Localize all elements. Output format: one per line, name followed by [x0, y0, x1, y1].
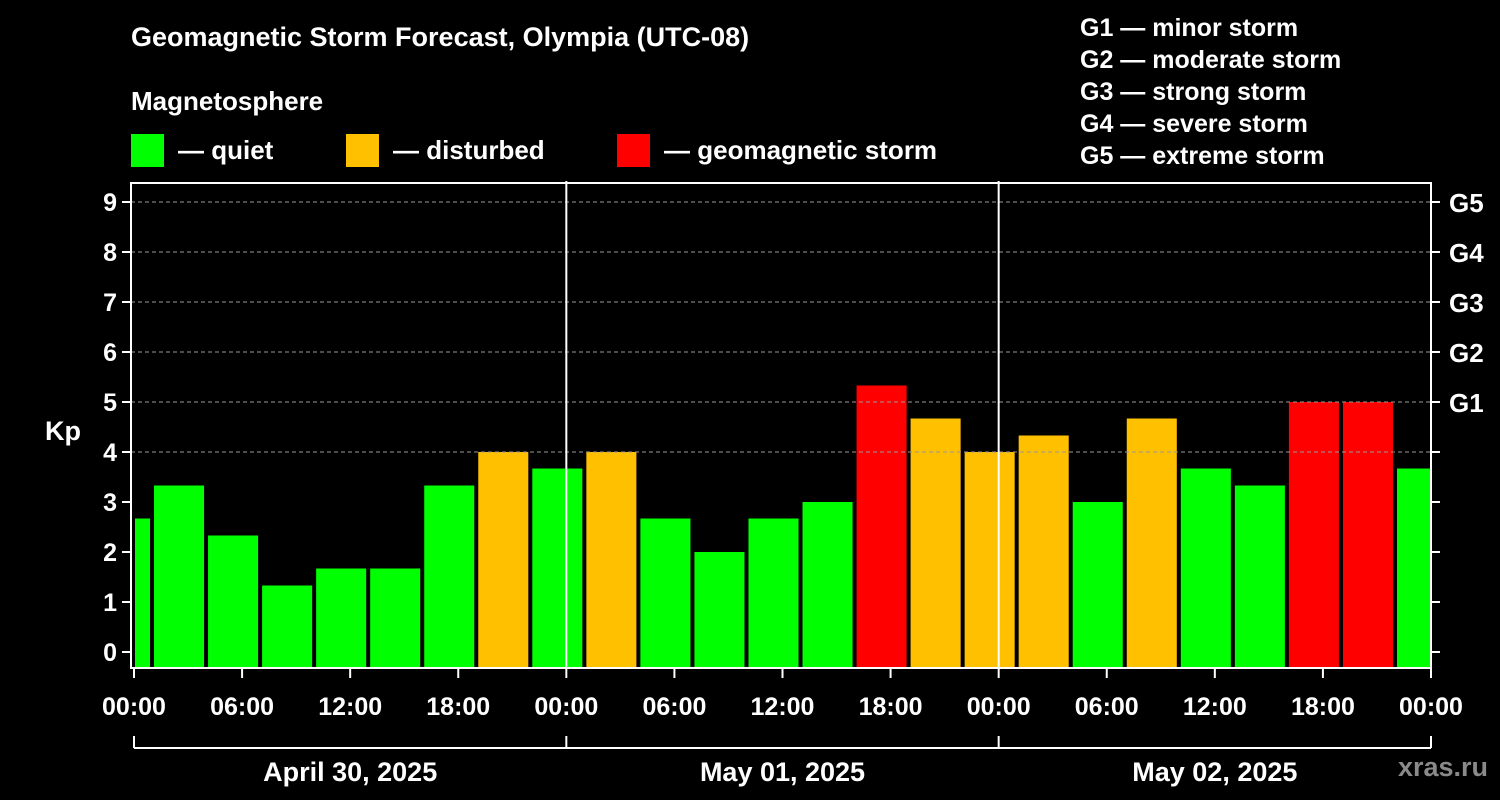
kp-bar-13 [802, 502, 853, 668]
y-axis-label: Kp [45, 416, 81, 446]
date-label-1: May 01, 2025 [700, 757, 865, 787]
kp-bar-18 [1072, 502, 1123, 668]
legend-label-quiet: — quiet [178, 134, 274, 165]
x-tick-label-5: 06:00 [642, 693, 706, 721]
g-scale-label-g4: G4 [1449, 238, 1484, 268]
y-tick-label-2: 2 [103, 539, 117, 567]
x-tick-label-3: 18:00 [426, 693, 490, 721]
storm-scale-g3: G3 — strong storm [1080, 78, 1307, 106]
kp-bar-20 [1180, 468, 1231, 668]
kp-bar-16 [964, 452, 1015, 668]
x-tick-label-12: 00:00 [1399, 693, 1463, 721]
y-tick-label-9: 9 [103, 189, 117, 217]
legend-label-disturbed: — disturbed [393, 134, 545, 165]
kp-bar-24 [1396, 468, 1430, 668]
legend-swatch-quiet [131, 133, 164, 167]
x-tick-label-0: 00:00 [102, 693, 166, 721]
legend-subtitle: Magnetosphere [131, 86, 324, 116]
legend-item-disturbed: — disturbed [346, 133, 545, 167]
kp-bar-19 [1126, 418, 1177, 668]
chart-title: Geomagnetic Storm Forecast, Olympia (UTC… [131, 22, 750, 52]
kp-bar-17 [1018, 435, 1069, 668]
y-tick-label-3: 3 [103, 489, 117, 517]
kp-bar-15 [910, 418, 961, 668]
x-tick-label-9: 06:00 [1075, 693, 1139, 721]
legend-item-storm: — geomagnetic storm [617, 133, 937, 167]
kp-bar-23 [1342, 402, 1393, 668]
storm-scale-g2: G2 — moderate storm [1080, 46, 1342, 74]
x-tick-label-11: 18:00 [1291, 693, 1355, 721]
storm-scale-g1: G1 — minor storm [1080, 14, 1299, 42]
kp-bar-12 [748, 518, 799, 668]
storm-scale-g5: G5 — extreme storm [1080, 142, 1325, 170]
kp-bar-5 [370, 568, 421, 668]
g-scale-label-g2: G2 [1449, 338, 1484, 368]
x-tick-label-2: 12:00 [318, 693, 382, 721]
kp-bar-4 [316, 568, 367, 668]
x-tick-label-10: 12:00 [1183, 693, 1247, 721]
date-label-2: May 02, 2025 [1132, 757, 1297, 787]
g-scale-label-g1: G1 [1449, 388, 1484, 418]
storm-scale-g4: G4 — severe storm [1080, 110, 1308, 138]
kp-bar-1 [154, 485, 205, 668]
g-scale-label-g5: G5 [1449, 188, 1484, 218]
kp-bar-6 [424, 485, 475, 668]
kp-bar-8 [532, 468, 583, 668]
y-tick-label-4: 4 [103, 439, 117, 467]
y-tick-label-7: 7 [103, 289, 117, 317]
kp-bar-3 [262, 585, 313, 668]
kp-bar-14 [856, 385, 907, 668]
x-tick-label-1: 06:00 [210, 693, 274, 721]
y-tick-label-8: 8 [103, 239, 117, 267]
x-tick-label-8: 00:00 [967, 693, 1031, 721]
kp-bar-11 [694, 552, 745, 668]
legend-label-storm: — geomagnetic storm [664, 134, 938, 165]
watermark: xras.ru [1397, 752, 1488, 782]
kp-bar-9 [586, 452, 637, 668]
legend-item-quiet: — quiet [131, 133, 273, 167]
x-tick-label-6: 12:00 [751, 693, 815, 721]
y-tick-label-0: 0 [103, 639, 117, 667]
g-scale-label-g3: G3 [1449, 288, 1484, 318]
kp-bar-7 [478, 452, 529, 668]
y-tick-label-1: 1 [103, 589, 117, 617]
kp-bar-22 [1288, 402, 1339, 668]
x-tick-label-4: 00:00 [534, 693, 598, 721]
date-label-0: April 30, 2025 [263, 757, 437, 787]
plot-frame [130, 182, 1432, 669]
kp-bar-0 [135, 518, 151, 668]
kp-bar-21 [1234, 485, 1285, 668]
kp-bar-10 [640, 518, 691, 668]
legend-swatch-disturbed [346, 133, 379, 167]
y-tick-label-6: 6 [103, 339, 117, 367]
legend-swatch-storm [617, 133, 650, 167]
y-tick-label-5: 5 [103, 389, 117, 417]
x-tick-label-7: 18:00 [859, 693, 923, 721]
kp-bar-2 [208, 535, 259, 668]
